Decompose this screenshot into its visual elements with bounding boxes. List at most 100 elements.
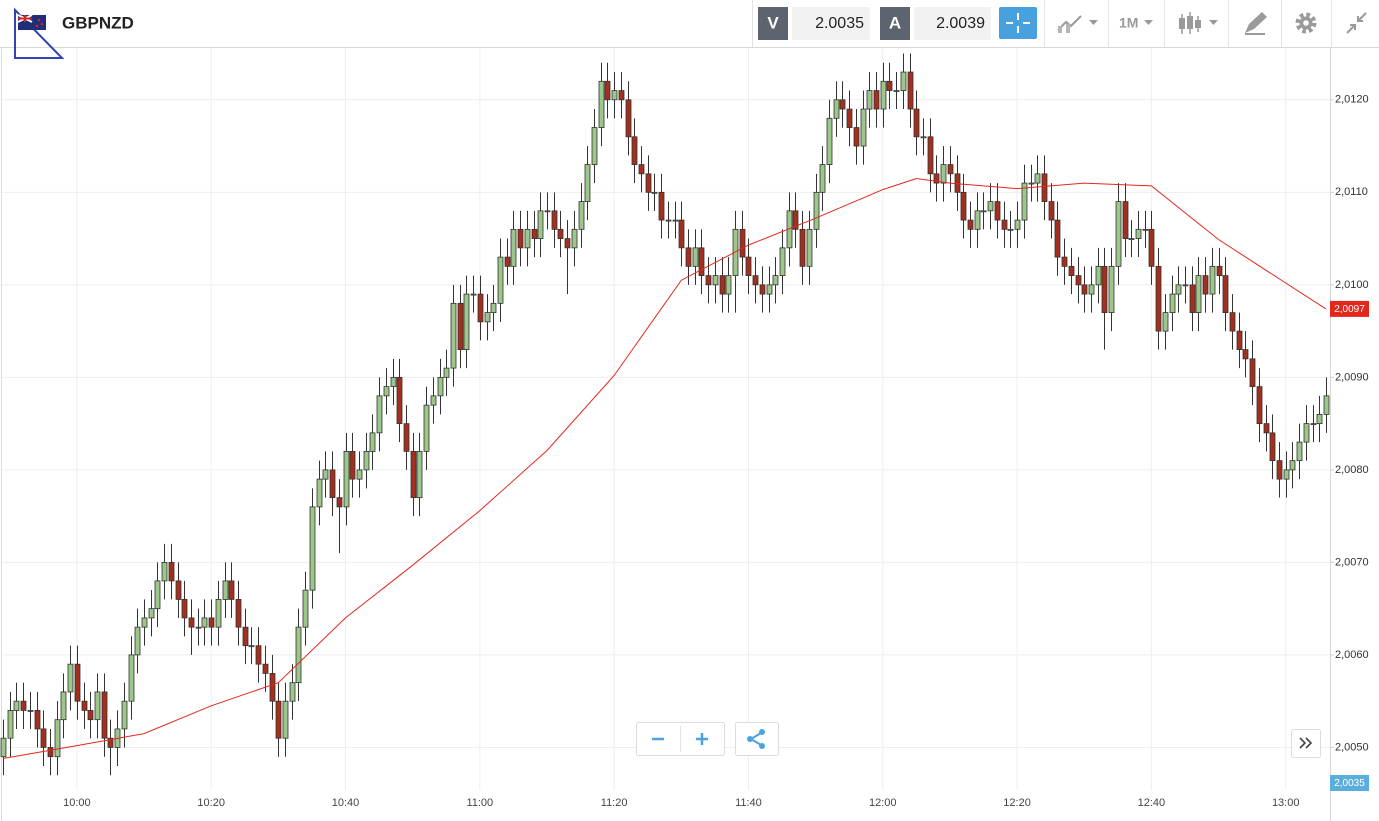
candle-body [678,219,685,249]
candle-body [390,376,397,388]
candle-body [960,191,967,221]
candle-body [154,580,161,610]
candle-body [423,404,430,452]
candle-body [484,312,491,323]
x-tick-label: 11:00 [466,797,493,809]
candle-body [1101,265,1108,314]
candle-body [275,700,282,739]
candle-body [1048,201,1055,221]
collapse-icon [1346,12,1367,34]
candle-body [1296,441,1303,462]
candle-body [705,275,712,286]
candle-body [1001,219,1008,230]
candle-body [81,700,88,711]
sell-price: 2.0035 [815,15,864,32]
candle-body [826,117,833,165]
candle-body [1088,284,1095,295]
candle-body [531,228,538,239]
candle-body [1256,386,1263,425]
candle-body [1075,275,1082,286]
candle-body [40,728,47,748]
indicator-icon-bar [1058,26,1062,33]
candle-body [443,367,450,378]
candle-body [60,691,67,721]
x-tick-label: 11:20 [601,797,628,809]
x-tick-label: 10:00 [63,797,91,809]
candle-body [188,617,195,628]
crosshair-button[interactable] [999,7,1037,39]
candle-body [591,127,598,165]
candle-body [907,71,914,110]
ma-price-tag [1330,300,1369,317]
candle-body [107,737,114,748]
candle-body [524,228,531,249]
candle-body [947,164,954,175]
scroll-end-button[interactable] [1291,729,1321,758]
candle-body [510,228,517,267]
candle-body [772,275,779,286]
candle-body [1061,256,1068,267]
candle-body [1276,460,1283,480]
candle-body [1269,432,1276,462]
zoom-in-button[interactable] [696,733,708,745]
candle-body [67,663,74,693]
candle-body [658,191,665,221]
candle-body [1202,275,1209,295]
candle-body [74,663,81,702]
candle-body [289,682,296,702]
candle-body [269,673,276,702]
candle-body [403,423,410,452]
sell-label: V [767,13,779,32]
candle-body [1289,460,1296,471]
share-icon-node [747,736,753,742]
candle-body [927,136,934,175]
share-button[interactable] [735,722,779,756]
candle-body [987,201,994,212]
candle-body [618,90,625,101]
sell-price-box [792,7,870,40]
candle-body [1310,423,1317,426]
axes: 2,0050 2,0060 2,0070 2,0080 2,0090 2,0100 2,01… [63,94,1369,809]
indicators-button[interactable] [1057,15,1098,33]
candle-body [87,710,94,721]
candle-body [255,645,262,665]
candle-body [625,99,632,138]
candle-body [248,645,255,648]
flag-icon [17,14,46,30]
candle-body [1095,265,1102,286]
candle-body [168,562,175,582]
x-tick-label: 12:00 [869,797,897,809]
candle-body [195,626,202,629]
y-tick-label: 2,0100 [1335,279,1369,291]
collapse-button[interactable] [1346,12,1367,34]
buy-price: 2.0039 [936,15,985,32]
buy-box[interactable] [880,7,910,40]
candle-body [1068,265,1075,276]
candle-body [880,80,887,110]
draw-button[interactable] [1245,12,1267,35]
candle-body [698,247,705,276]
ma-price-label: 2,0097 [1334,304,1365,315]
candle-body [148,608,155,619]
settings-button[interactable] [1295,12,1317,34]
candle-body [161,562,168,582]
timeframe-button[interactable]: 1M [1119,15,1153,31]
candle-body [1189,284,1196,314]
candle-body [1155,265,1162,332]
sell-box[interactable] [758,7,788,40]
candle-icon-body [1195,20,1201,28]
buy-button[interactable]: A 2.0039 [880,7,991,40]
sell-button[interactable]: V 2.0035 [758,7,870,40]
candle-body [974,210,981,230]
candle-body [1148,228,1155,267]
toolbar: GBPNZD V 2.0035 A 2.0039 1M [0,0,1379,59]
candle-icon-body [1179,18,1185,29]
chart-type-button[interactable] [1179,12,1218,34]
candle-body [1115,201,1122,267]
candle-body [329,469,336,499]
crosshair-bg[interactable] [999,7,1037,39]
plot-area [0,53,1330,776]
candle-body [517,228,524,249]
candle-body [363,450,370,471]
